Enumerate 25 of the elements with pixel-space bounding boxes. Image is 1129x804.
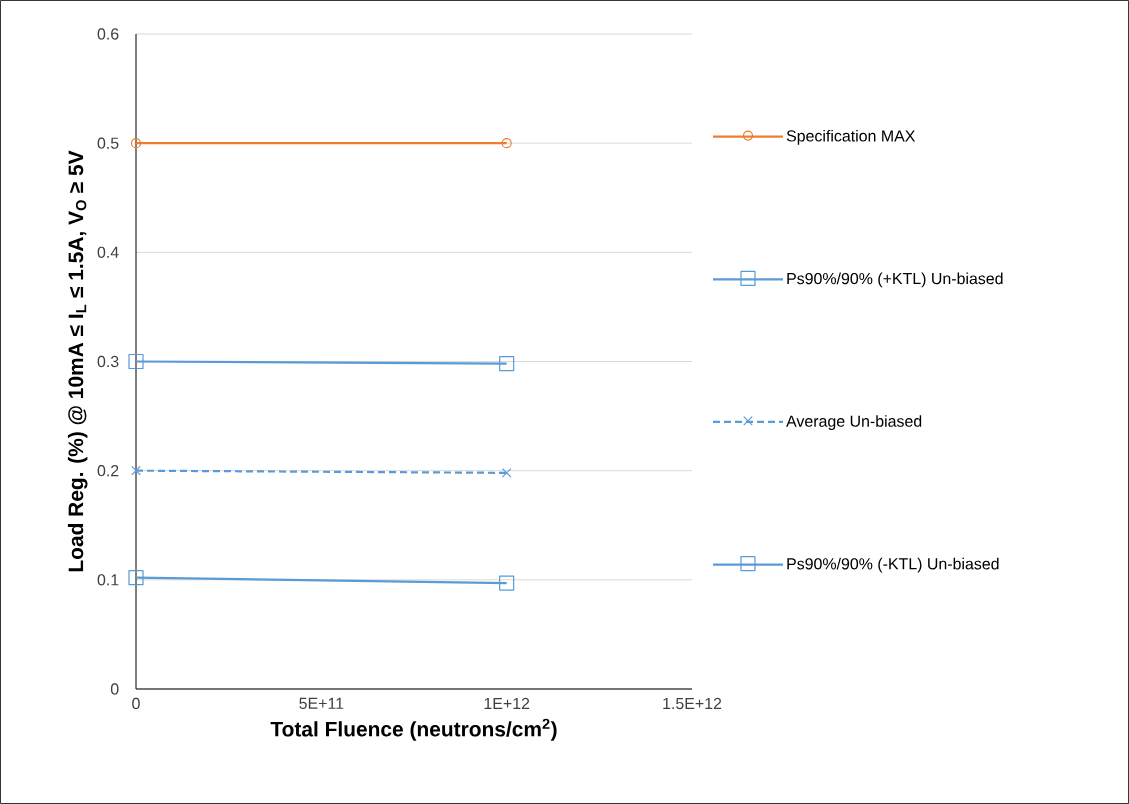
y-tick-label: 0.6: [97, 28, 119, 40]
legend-label: Ps90%/90% (-KTL) Un-biased: [787, 557, 999, 573]
legend-label: Specification MAX: [786, 129, 916, 145]
y-tick-label: 0.4: [97, 246, 119, 258]
legend-label: Average Un-biased: [786, 415, 922, 431]
y-tick-label: 0.1: [97, 574, 119, 586]
legend-label: Ps90%/90% (+KTL) Un-biased: [787, 272, 1003, 288]
y-tick-label: 0.3: [97, 355, 119, 368]
point: [501, 468, 512, 478]
point: [131, 465, 141, 476]
x-tick-label: 0: [132, 697, 140, 710]
point: [499, 575, 515, 591]
y-axis-title: Load Reg. (%) @ 10mA ≤ I$_{L}$ ≤ 1.5A, V$_{O}$ ≥ 5V: [67, 150, 88, 572]
y-tick-label: 0: [110, 683, 119, 695]
point: [128, 353, 144, 370]
point: [499, 356, 515, 372]
point: [128, 570, 144, 586]
x-tick-label: 5E+11: [299, 697, 344, 709]
x-axis-title: Total Fluence (neutrons/cm$^{2}$): [270, 718, 557, 741]
point: [130, 138, 142, 149]
y-tick-label: 0.5: [97, 137, 119, 149]
point: [501, 138, 512, 149]
y-tick-label: 0.2: [97, 465, 119, 477]
x-tick-label: 1E+12: [484, 697, 530, 709]
x-tick-label: 1.5E+12: [663, 697, 722, 710]
